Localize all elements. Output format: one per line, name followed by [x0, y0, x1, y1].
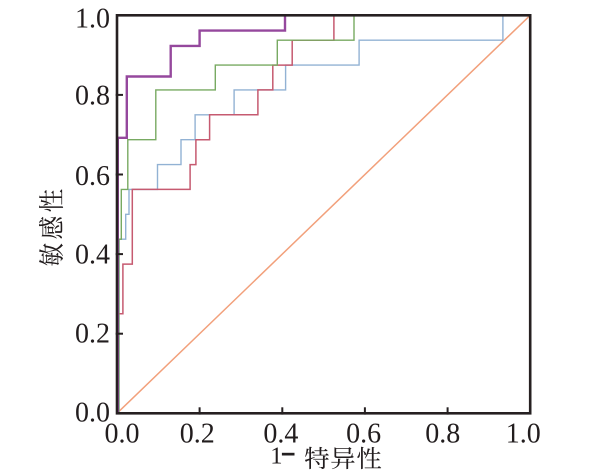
- svg-text:0.4: 0.4: [263, 419, 298, 450]
- svg-text:0.8: 0.8: [75, 81, 110, 112]
- svg-text:0.6: 0.6: [346, 419, 381, 450]
- svg-text:1.0: 1.0: [75, 4, 110, 35]
- svg-text:0.0: 0.0: [75, 398, 110, 429]
- svg-text:1.0: 1.0: [506, 419, 541, 450]
- svg-text:1: 1: [270, 442, 282, 469]
- svg-text:0.4: 0.4: [75, 240, 110, 271]
- svg-text:0.2: 0.2: [75, 319, 110, 350]
- svg-text:0.6: 0.6: [75, 161, 110, 192]
- svg-text:0.2: 0.2: [180, 419, 215, 450]
- svg-text:0.8: 0.8: [425, 419, 460, 450]
- svg-text:0.0: 0.0: [105, 419, 140, 450]
